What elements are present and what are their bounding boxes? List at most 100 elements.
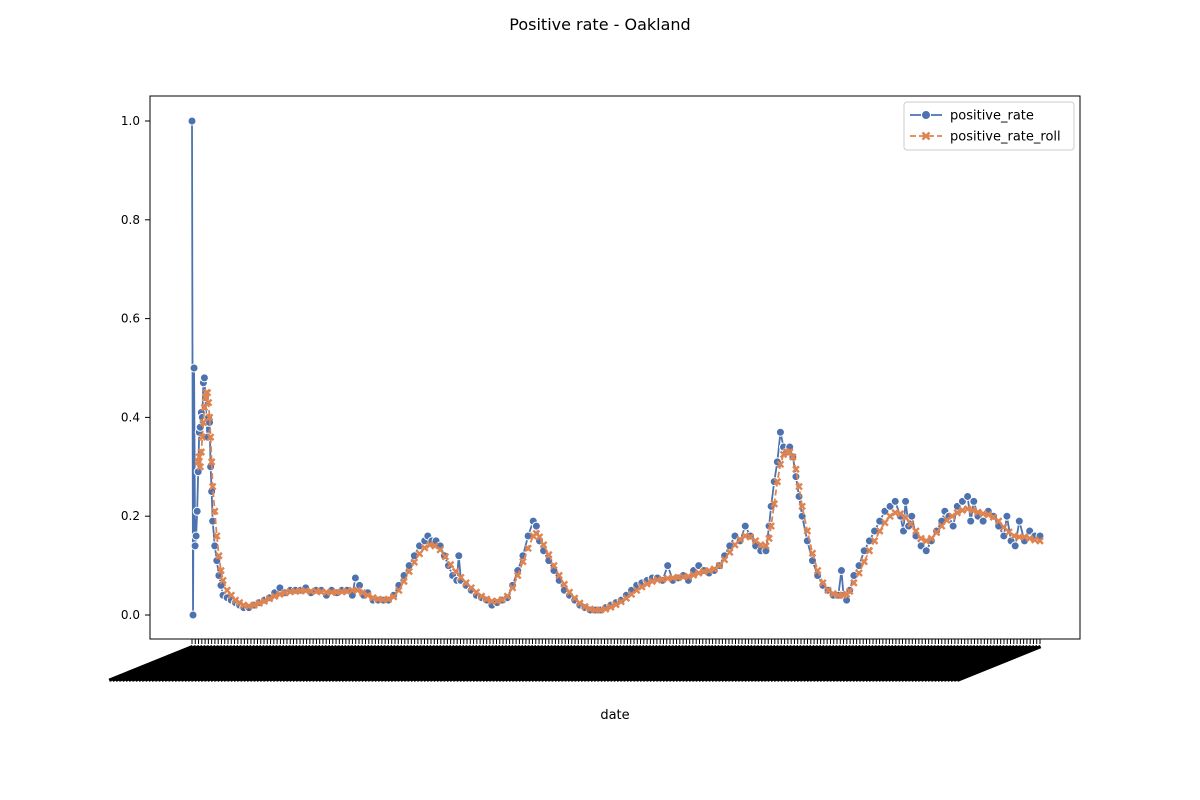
data-point <box>550 561 558 570</box>
data-point <box>575 599 584 607</box>
data-point <box>948 521 958 531</box>
data-point <box>245 602 253 610</box>
data-point <box>824 586 832 595</box>
data-point <box>770 500 779 508</box>
data-point <box>207 458 216 466</box>
data-point <box>836 566 846 576</box>
x-axis-label: date <box>600 708 629 723</box>
data-point <box>560 580 569 589</box>
data-point <box>612 600 620 609</box>
data-point <box>648 577 657 586</box>
data-point <box>912 527 920 535</box>
data-point <box>1030 536 1039 544</box>
data-point <box>794 491 804 501</box>
data-point <box>798 502 806 511</box>
data-point <box>508 583 517 592</box>
data-point <box>765 534 773 543</box>
data-point <box>555 571 563 580</box>
data-point <box>601 605 610 613</box>
data-point <box>694 569 703 577</box>
data-point <box>999 523 1008 531</box>
data-point <box>265 594 274 603</box>
data-point <box>776 460 785 469</box>
data-point <box>968 506 977 515</box>
data-point <box>212 532 221 540</box>
data-point <box>255 599 264 607</box>
data-point <box>773 477 782 486</box>
data-point <box>196 462 205 471</box>
data-point <box>891 508 900 517</box>
y-tick-label: 0.6 <box>121 312 140 326</box>
data-point <box>736 535 744 544</box>
data-point <box>260 597 269 606</box>
data-point <box>958 506 967 515</box>
data-point <box>617 597 626 606</box>
data-point <box>276 590 284 599</box>
legend-label: positive_rate_roll <box>950 130 1061 145</box>
data-point <box>974 508 982 517</box>
data-point <box>741 532 750 540</box>
data-point <box>203 388 212 397</box>
data-point <box>979 509 987 518</box>
data-point <box>420 543 429 552</box>
data-point <box>756 541 765 549</box>
data-point <box>358 588 367 597</box>
data-point <box>700 567 708 576</box>
data-point <box>870 537 879 545</box>
data-point <box>963 491 973 501</box>
data-point <box>493 597 501 606</box>
data-point <box>813 566 822 575</box>
data-point <box>803 527 812 535</box>
data-point <box>966 516 976 526</box>
data-point <box>785 448 794 456</box>
data-point <box>984 510 993 519</box>
data-point <box>922 537 931 545</box>
data-point <box>606 603 615 611</box>
data-point <box>208 482 217 491</box>
data-point <box>462 579 470 587</box>
data-point <box>762 541 770 550</box>
data-point <box>343 587 351 596</box>
data-point <box>250 601 258 609</box>
legend-swatch-marker <box>921 110 931 120</box>
data-point <box>394 586 403 595</box>
data-point <box>353 586 362 595</box>
data-point <box>715 561 724 570</box>
data-point <box>907 511 917 521</box>
data-point <box>842 595 852 605</box>
data-point <box>199 373 209 383</box>
data-point <box>446 560 455 569</box>
data-point <box>710 565 719 573</box>
data-point <box>281 588 289 597</box>
data-point <box>457 573 465 582</box>
data-point <box>205 413 214 422</box>
data-point <box>190 541 200 551</box>
data-point <box>544 550 553 559</box>
data-point <box>901 496 911 506</box>
plot-area <box>149 95 1081 640</box>
data-point <box>539 541 548 549</box>
data-point <box>906 519 915 528</box>
legend-frame <box>903 101 1075 151</box>
data-point <box>643 580 651 588</box>
data-point <box>192 506 202 516</box>
data-point <box>482 595 491 604</box>
data-point <box>217 566 225 575</box>
data-point <box>210 507 219 516</box>
data-point <box>191 531 201 541</box>
data-point <box>369 593 377 602</box>
data-point <box>454 551 464 561</box>
data-point <box>1020 533 1029 541</box>
data-point <box>477 592 486 601</box>
y-tick-label: 1.0 <box>121 114 140 128</box>
data-point <box>531 521 541 531</box>
data-point <box>953 508 962 517</box>
data-point <box>901 513 910 522</box>
y-tick-label: 0.2 <box>121 509 140 523</box>
data-point <box>187 116 197 126</box>
series-positive_rate_roll <box>194 388 1044 614</box>
data-point <box>513 571 522 580</box>
data-point <box>1002 511 1012 521</box>
y-tick-label: 0.8 <box>121 213 140 227</box>
